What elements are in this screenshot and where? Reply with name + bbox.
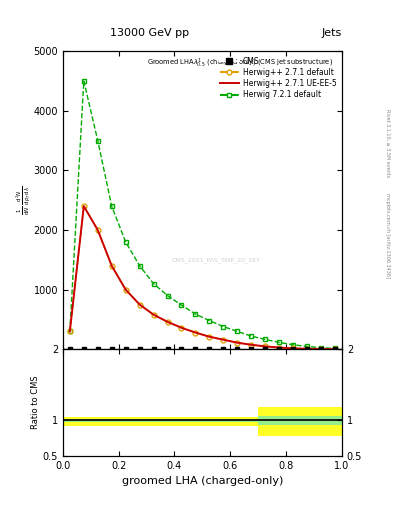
- Y-axis label: Ratio to CMS: Ratio to CMS: [31, 376, 40, 429]
- Text: Rivet 3.1.10, ≥ 3.5M events: Rivet 3.1.10, ≥ 3.5M events: [385, 109, 390, 178]
- Text: 13000 GeV pp: 13000 GeV pp: [110, 28, 189, 38]
- Legend: CMS, Herwig++ 2.7.1 default, Herwig++ 2.7.1 UE-EE-5, Herwig 7.2.1 default: CMS, Herwig++ 2.7.1 default, Herwig++ 2.…: [217, 53, 340, 102]
- Text: CMS_2021_PAS_SMP_20_187: CMS_2021_PAS_SMP_20_187: [172, 257, 261, 263]
- Text: Groomed LHA$\lambda^{1}_{0.5}$ (charged only) (CMS jet substructure): Groomed LHA$\lambda^{1}_{0.5}$ (charged …: [147, 57, 332, 71]
- Text: mcplots.cern.ch [arXiv:1306.3436]: mcplots.cern.ch [arXiv:1306.3436]: [385, 193, 390, 278]
- Text: Jets: Jets: [321, 28, 342, 38]
- X-axis label: groomed LHA (charged-only): groomed LHA (charged-only): [122, 476, 283, 486]
- Y-axis label: $\frac{1}{\mathrm{d}N}$ $\frac{\mathrm{d}^2N}{\mathrm{d}p_T\,\mathrm{d}\lambda}$: $\frac{1}{\mathrm{d}N}$ $\frac{\mathrm{d…: [14, 185, 32, 215]
